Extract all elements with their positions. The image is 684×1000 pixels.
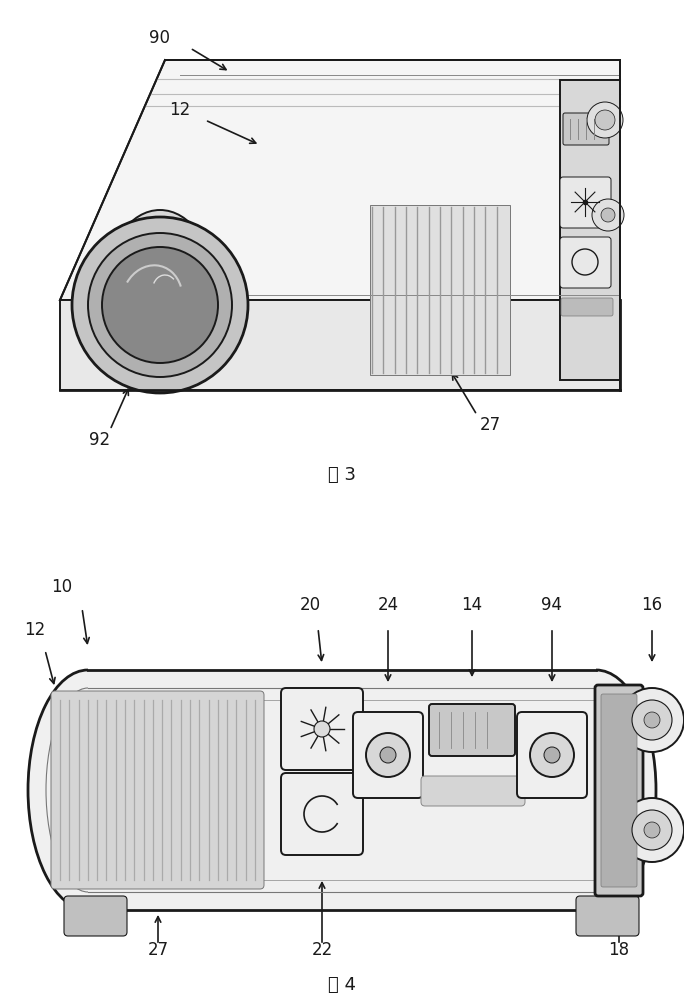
Polygon shape xyxy=(560,80,620,380)
Circle shape xyxy=(644,822,660,838)
FancyBboxPatch shape xyxy=(560,237,611,288)
FancyBboxPatch shape xyxy=(281,773,363,855)
FancyBboxPatch shape xyxy=(51,691,264,889)
Circle shape xyxy=(72,217,248,393)
FancyBboxPatch shape xyxy=(64,896,127,936)
Circle shape xyxy=(601,208,615,222)
Circle shape xyxy=(380,747,396,763)
FancyBboxPatch shape xyxy=(601,694,637,887)
Text: 20: 20 xyxy=(300,596,321,614)
Circle shape xyxy=(587,102,623,138)
Text: 14: 14 xyxy=(462,596,483,614)
Circle shape xyxy=(632,700,672,740)
FancyBboxPatch shape xyxy=(560,177,611,228)
Circle shape xyxy=(366,733,410,777)
FancyBboxPatch shape xyxy=(517,712,587,798)
FancyBboxPatch shape xyxy=(421,776,525,806)
Text: 22: 22 xyxy=(311,941,332,959)
Text: 27: 27 xyxy=(479,416,501,434)
Text: 94: 94 xyxy=(542,596,562,614)
FancyBboxPatch shape xyxy=(353,712,423,798)
Polygon shape xyxy=(88,670,596,910)
Text: 90: 90 xyxy=(150,29,170,47)
Circle shape xyxy=(592,199,624,231)
Text: 12: 12 xyxy=(25,621,46,639)
Polygon shape xyxy=(60,300,620,390)
Circle shape xyxy=(530,733,574,777)
Circle shape xyxy=(88,233,232,377)
FancyBboxPatch shape xyxy=(563,113,609,145)
Circle shape xyxy=(632,810,672,850)
FancyBboxPatch shape xyxy=(576,896,639,936)
Circle shape xyxy=(314,721,330,737)
Circle shape xyxy=(620,688,684,752)
Circle shape xyxy=(595,110,615,130)
Ellipse shape xyxy=(536,670,656,910)
Text: 24: 24 xyxy=(378,596,399,614)
Text: 27: 27 xyxy=(148,941,168,959)
Circle shape xyxy=(644,712,660,728)
Circle shape xyxy=(544,747,560,763)
Text: 图 3: 图 3 xyxy=(328,466,356,484)
FancyBboxPatch shape xyxy=(561,298,613,316)
Polygon shape xyxy=(370,205,510,375)
Ellipse shape xyxy=(28,670,148,910)
Ellipse shape xyxy=(105,210,215,370)
Text: 10: 10 xyxy=(51,578,73,596)
Text: 12: 12 xyxy=(170,101,191,119)
Text: 18: 18 xyxy=(609,941,629,959)
Circle shape xyxy=(620,798,684,862)
FancyBboxPatch shape xyxy=(281,688,363,770)
FancyBboxPatch shape xyxy=(595,685,643,896)
Text: 16: 16 xyxy=(642,596,663,614)
Text: 图 4: 图 4 xyxy=(328,976,356,994)
Circle shape xyxy=(102,247,218,363)
Text: 92: 92 xyxy=(90,431,111,449)
FancyBboxPatch shape xyxy=(429,704,515,756)
Polygon shape xyxy=(60,60,620,300)
